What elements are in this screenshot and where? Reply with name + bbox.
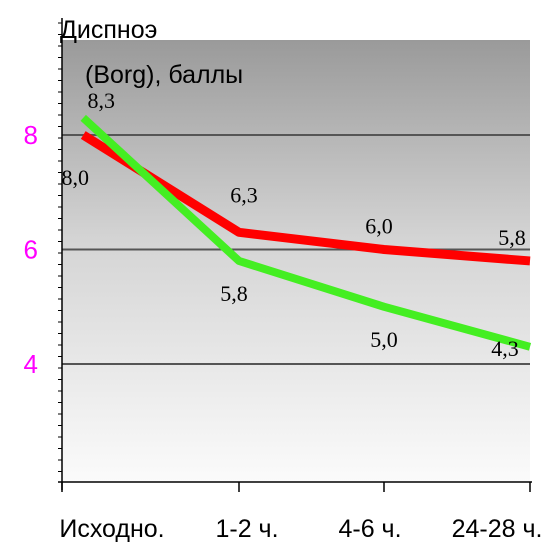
data-label: 6,3	[230, 182, 258, 207]
x-tick-label: Исходно.	[59, 515, 164, 543]
data-label: 5,8	[220, 281, 248, 306]
y-tick-label: 8	[24, 120, 38, 150]
series-line	[80, 131, 531, 266]
data-label: 8,0	[61, 165, 89, 190]
data-label: 8,3	[87, 88, 115, 113]
y-tick-label: 4	[24, 349, 38, 379]
y-tick-label: 6	[24, 235, 38, 265]
data-label: 6,0	[365, 214, 393, 239]
y-axis-title-line1: Диспноэ	[60, 16, 157, 44]
x-tick-label: 24-28 ч.	[452, 515, 543, 543]
data-label: 4,3	[491, 336, 519, 361]
x-tick-label: 4-6 ч.	[338, 515, 401, 543]
x-tick-label: 1-2 ч.	[215, 515, 278, 543]
series-line	[80, 114, 532, 351]
y-axis-title-line2: (Borg), баллы	[85, 61, 243, 89]
plot-area	[62, 40, 530, 482]
data-label: 5,8	[498, 225, 526, 250]
data-label: 5,0	[370, 327, 398, 352]
